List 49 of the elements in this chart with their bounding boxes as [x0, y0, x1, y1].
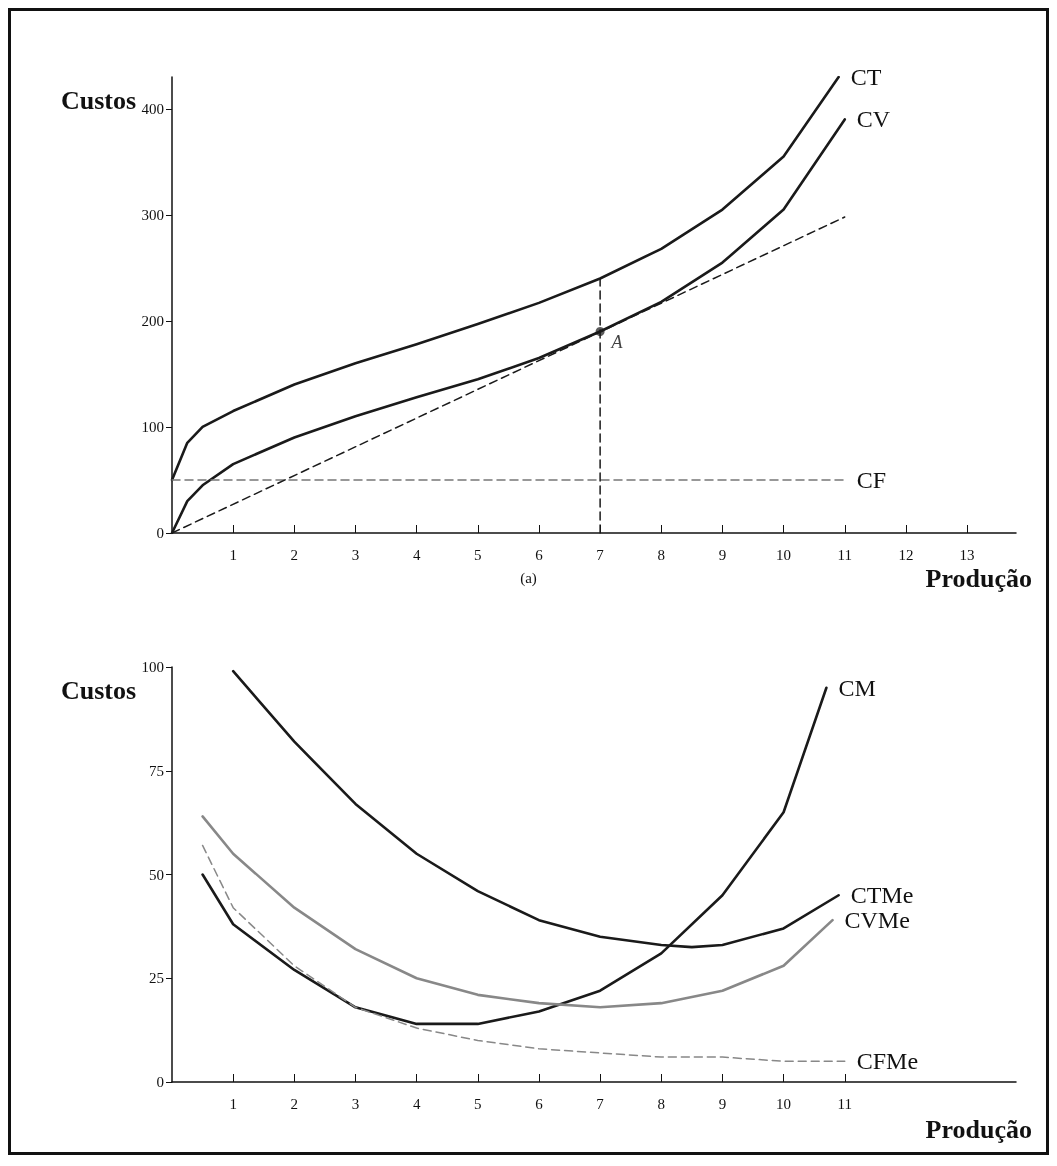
- x-axis-title: Produção: [925, 1114, 1033, 1144]
- x-tick-label: 13: [959, 546, 975, 563]
- series-label: CT: [850, 64, 882, 90]
- annotation: A: [610, 331, 624, 352]
- y-tick-label: 100: [141, 659, 164, 675]
- x-tick-label: 7: [596, 546, 605, 563]
- x-tick-label: 1: [229, 1095, 237, 1112]
- x-axis-title: Produção: [925, 563, 1033, 593]
- y-tick-label: 300: [141, 206, 164, 223]
- y-tick-label: 50: [149, 866, 164, 883]
- x-tick-label: 12: [898, 546, 914, 563]
- line-series: [201, 815, 834, 1009]
- y-tick-label: 100: [141, 418, 164, 435]
- x-tick-label: 7: [596, 1095, 605, 1112]
- x-tick-label: 5: [474, 546, 482, 563]
- series-label: CM: [838, 674, 876, 701]
- series-label: CVMe: [844, 907, 910, 934]
- x-tick-label: 4: [412, 1095, 421, 1112]
- x-tick-label: 10: [776, 546, 792, 563]
- series-label: CF: [856, 466, 887, 493]
- x-tick-label: 2: [290, 1095, 299, 1112]
- series-label: CV: [856, 106, 891, 133]
- x-tick-label: 3: [351, 1095, 360, 1112]
- x-tick-label: 3: [351, 546, 360, 563]
- x-tick-label: 8: [657, 546, 666, 563]
- x-tick-label: 11: [837, 1095, 852, 1112]
- y-axis-title: Custos: [61, 85, 137, 115]
- x-tick-label: 4: [412, 546, 421, 563]
- x-tick-label: 10: [776, 1095, 792, 1112]
- y-tick-label: 200: [141, 312, 164, 329]
- text: (a): [520, 569, 537, 587]
- y-tick-label: 0: [156, 1074, 164, 1090]
- series-label: CFMe: [856, 1048, 919, 1075]
- x-tick-label: 5: [474, 1095, 482, 1112]
- line-series: [201, 844, 846, 1062]
- y-tick-label: 400: [141, 100, 164, 117]
- y-tick-label: 25: [149, 970, 164, 987]
- x-tick-label: 1: [229, 546, 237, 563]
- y-tick-label: 75: [149, 762, 164, 779]
- x-tick-label: 8: [657, 1095, 666, 1112]
- y-tick-label: 0: [156, 525, 164, 541]
- x-tick-label: 6: [535, 1095, 544, 1112]
- x-tick-label: 2: [290, 546, 299, 563]
- x-tick-label: 6: [535, 546, 544, 563]
- x-tick-label: 11: [837, 546, 852, 563]
- series-label: CTMe: [850, 882, 914, 909]
- y-axis-title: Custos: [61, 675, 137, 705]
- x-tick-label: 9: [718, 1095, 727, 1112]
- x-tick-label: 9: [718, 546, 727, 563]
